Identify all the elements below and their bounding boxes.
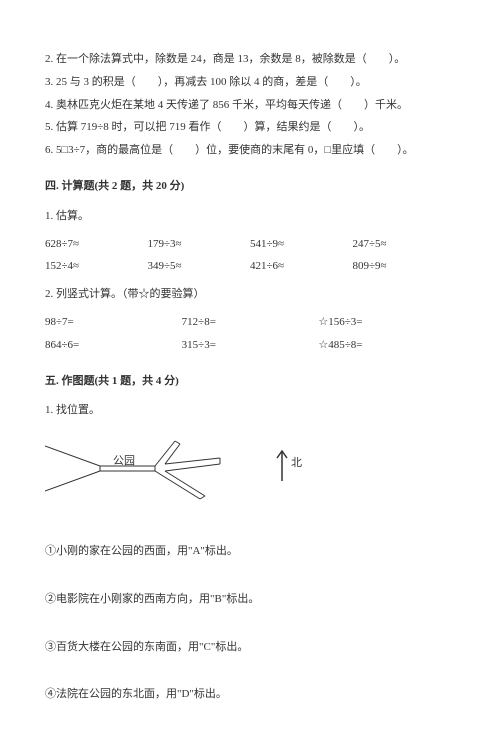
- calc2-row-1: 864÷6= 315÷3= ☆485÷8=: [45, 336, 455, 356]
- svg-text:公园: 公园: [113, 454, 135, 467]
- park-diagram: 公园 北: [45, 436, 455, 514]
- calc2-item: 712÷8=: [182, 313, 319, 333]
- calc2-item: 315÷3=: [182, 336, 319, 356]
- calc2-item: 98÷7=: [45, 313, 182, 333]
- calc1-item: 247÷5≈: [353, 235, 456, 255]
- calc1-item: 152÷4≈: [45, 257, 148, 277]
- calc1-item: 541÷9≈: [250, 235, 353, 255]
- fill-q6: 6. 5□3÷7，商的最高位是（ ）位，要使商的末尾有 0，□里应填（ ）。: [45, 141, 455, 161]
- fill-q2: 2. 在一个除法算式中，除数是 24，商是 13，余数是 8，被除数是（ ）。: [45, 50, 455, 70]
- draw1-item-2: ③百货大楼在公园的东南面，用"C"标出。: [45, 638, 455, 658]
- calc1-item: 628÷7≈: [45, 235, 148, 255]
- arrow-up-icon: [275, 446, 289, 484]
- section4-title: 四. 计算题(共 2 题，共 20 分): [45, 177, 455, 197]
- calc1-item: 421÷6≈: [250, 257, 353, 277]
- fill-q5: 5. 估算 719÷8 时，可以把 719 看作（ ）算，结果约是（ ）。: [45, 118, 455, 138]
- calc2-item: 864÷6=: [45, 336, 182, 356]
- calc2-item: ☆156÷3=: [318, 313, 455, 333]
- calc2-item: ☆485÷8=: [318, 336, 455, 356]
- fill-q4: 4. 奥林匹克火炬在某地 4 天传递了 856 千米，平均每天传递（ ）千米。: [45, 96, 455, 116]
- calc2-row-0: 98÷7= 712÷8= ☆156÷3=: [45, 313, 455, 333]
- calc1-item: 349÷5≈: [148, 257, 251, 277]
- draw1-item-0: ①小刚的家在公园的西面，用"A"标出。: [45, 542, 455, 562]
- fill-q3: 3. 25 与 3 的积是（ ），再减去 100 除以 4 的商，差是（ ）。: [45, 73, 455, 93]
- calc1-item: 809÷9≈: [353, 257, 456, 277]
- section5-title: 五. 作图题(共 1 题，共 4 分): [45, 372, 455, 392]
- north-indicator: 北: [275, 446, 289, 492]
- calc1-item: 179÷3≈: [148, 235, 251, 255]
- draw1-item-1: ②电影院在小刚家的西南方向，用"B"标出。: [45, 590, 455, 610]
- north-label: 北: [291, 454, 302, 474]
- draw1-title: 1. 找位置。: [45, 401, 455, 421]
- calc1-row-0: 628÷7≈ 179÷3≈ 541÷9≈ 247÷5≈: [45, 235, 455, 255]
- roads-svg: 公园: [45, 436, 245, 506]
- calc1-title: 1. 估算。: [45, 207, 455, 227]
- calc2-title: 2. 列竖式计算。（带☆的要验算）: [45, 285, 455, 305]
- calc1-row-1: 152÷4≈ 349÷5≈ 421÷6≈ 809÷9≈: [45, 257, 455, 277]
- draw1-item-3: ④法院在公园的东北面，用"D"标出。: [45, 685, 455, 705]
